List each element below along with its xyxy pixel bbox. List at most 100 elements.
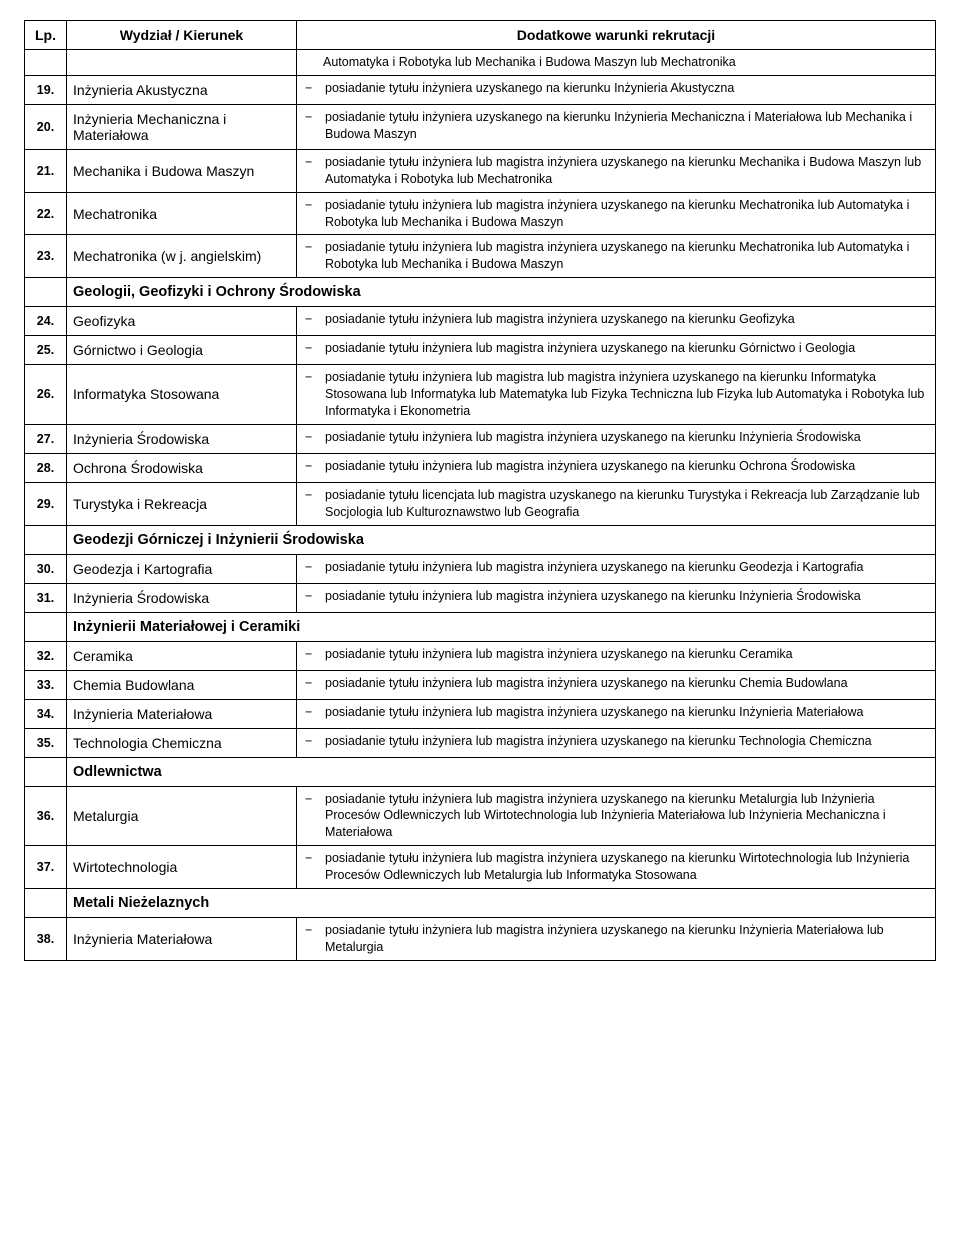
- cell-warunki: −posiadanie tytułu inżyniera lub magistr…: [297, 365, 936, 425]
- cell-warunki: −posiadanie tytułu inżyniera lub magistr…: [297, 453, 936, 482]
- cell-lp-empty: [25, 757, 67, 786]
- warunki-text: posiadanie tytułu inżyniera lub magistra…: [325, 458, 929, 475]
- table-row: 29.Turystyka i Rekreacja−posiadanie tytu…: [25, 482, 936, 525]
- cell-kierunek: Turystyka i Rekreacja: [67, 482, 297, 525]
- cell-warunki: Automatyka i Robotyka lub Mechanika i Bu…: [297, 50, 936, 76]
- cell-warunki: −posiadanie tytułu inżyniera lub magistr…: [297, 336, 936, 365]
- warunki-text: posiadanie tytułu inżyniera uzyskanego n…: [325, 109, 929, 143]
- cell-lp: 38.: [25, 917, 67, 960]
- cell-warunki: −posiadanie tytułu inżyniera lub magistr…: [297, 554, 936, 583]
- table-row: 36.Metalurgia−posiadanie tytułu inżynier…: [25, 786, 936, 846]
- cell-lp-empty: [25, 525, 67, 554]
- dash-icon: −: [303, 340, 325, 357]
- warunki-text: posiadanie tytułu inżyniera lub magistra…: [325, 646, 929, 663]
- cell-kierunek: Inżynieria Mechaniczna i Materiałowa: [67, 104, 297, 149]
- cell-kierunek: Mechatronika (w j. angielskim): [67, 235, 297, 278]
- cell-lp: 25.: [25, 336, 67, 365]
- table-row: 38.Inżynieria Materiałowa−posiadanie tyt…: [25, 917, 936, 960]
- cell-lp: 28.: [25, 453, 67, 482]
- cell-warunki: −posiadanie tytułu licencjata lub magist…: [297, 482, 936, 525]
- header-warunki: Dodatkowe warunki rekrutacji: [297, 21, 936, 50]
- table-row: 19.Inżynieria Akustyczna−posiadanie tytu…: [25, 75, 936, 104]
- table-row: 34.Inżynieria Materiałowa−posiadanie tyt…: [25, 699, 936, 728]
- cell-lp: 22.: [25, 192, 67, 235]
- recruitment-table: Lp. Wydział / Kierunek Dodatkowe warunki…: [24, 20, 936, 961]
- cell-lp-empty: [25, 888, 67, 917]
- warunki-text: posiadanie tytułu inżyniera lub magistra…: [325, 588, 929, 605]
- warunki-text: posiadanie tytułu inżyniera lub magistra…: [325, 850, 929, 884]
- dash-icon: −: [303, 733, 325, 750]
- cell-warunki: −posiadanie tytułu inżyniera lub magistr…: [297, 786, 936, 846]
- table-row: 27.Inżynieria Środowiska−posiadanie tytu…: [25, 424, 936, 453]
- dash-icon: −: [303, 369, 325, 386]
- section-title: Metali Nieżelaznych: [67, 888, 936, 917]
- section-row: Metali Nieżelaznych: [25, 888, 936, 917]
- table-row: 37.Wirtotechnologia−posiadanie tytułu in…: [25, 846, 936, 889]
- carryover-text: Automatyka i Robotyka lub Mechanika i Bu…: [323, 55, 736, 69]
- cell-kierunek: [67, 50, 297, 76]
- cell-kierunek: Inżynieria Środowiska: [67, 583, 297, 612]
- table-row: 25.Górnictwo i Geologia−posiadanie tytuł…: [25, 336, 936, 365]
- warunki-text: posiadanie tytułu inżyniera lub magistra…: [325, 340, 929, 357]
- dash-icon: −: [303, 109, 325, 126]
- cell-warunki: −posiadanie tytułu inżyniera lub magistr…: [297, 235, 936, 278]
- cell-warunki: −posiadanie tytułu inżyniera lub magistr…: [297, 192, 936, 235]
- dash-icon: −: [303, 429, 325, 446]
- warunki-text: posiadanie tytułu inżyniera lub magistra…: [325, 922, 929, 956]
- cell-lp-empty: [25, 278, 67, 307]
- dash-icon: −: [303, 588, 325, 605]
- dash-icon: −: [303, 791, 325, 808]
- cell-kierunek: Mechanika i Budowa Maszyn: [67, 149, 297, 192]
- cell-kierunek: Inżynieria Materiałowa: [67, 699, 297, 728]
- cell-kierunek: Wirtotechnologia: [67, 846, 297, 889]
- cell-warunki: −posiadanie tytułu inżyniera lub magistr…: [297, 699, 936, 728]
- warunki-text: posiadanie tytułu inżyniera lub magistra…: [325, 559, 929, 576]
- dash-icon: −: [303, 675, 325, 692]
- table-row: 21.Mechanika i Budowa Maszyn−posiadanie …: [25, 149, 936, 192]
- cell-lp: 37.: [25, 846, 67, 889]
- cell-lp: 19.: [25, 75, 67, 104]
- section-title: Inżynierii Materiałowej i Ceramiki: [67, 612, 936, 641]
- cell-warunki: −posiadanie tytułu inżyniera lub magistr…: [297, 728, 936, 757]
- warunki-text: posiadanie tytułu inżyniera lub magistra…: [325, 311, 929, 328]
- dash-icon: −: [303, 559, 325, 576]
- cell-lp: 34.: [25, 699, 67, 728]
- cell-warunki: −posiadanie tytułu inżyniera lub magistr…: [297, 149, 936, 192]
- cell-kierunek: Inżynieria Środowiska: [67, 424, 297, 453]
- dash-icon: −: [303, 646, 325, 663]
- cell-lp: 27.: [25, 424, 67, 453]
- section-title: Odlewnictwa: [67, 757, 936, 786]
- table-row: 31.Inżynieria Środowiska−posiadanie tytu…: [25, 583, 936, 612]
- warunki-text: posiadanie tytułu inżyniera lub magistra…: [325, 369, 929, 420]
- table-row: 24.Geofizyka−posiadanie tytułu inżyniera…: [25, 307, 936, 336]
- section-row: Geodezji Górniczej i Inżynierii Środowis…: [25, 525, 936, 554]
- cell-kierunek: Technologia Chemiczna: [67, 728, 297, 757]
- section-row: Geologii, Geofizyki i Ochrony Środowiska: [25, 278, 936, 307]
- dash-icon: −: [303, 704, 325, 721]
- table-row: 20.Inżynieria Mechaniczna i Materiałowa−…: [25, 104, 936, 149]
- cell-kierunek: Inżynieria Materiałowa: [67, 917, 297, 960]
- cell-kierunek: Geodezja i Kartografia: [67, 554, 297, 583]
- cell-warunki: −posiadanie tytułu inżyniera lub magistr…: [297, 307, 936, 336]
- dash-icon: −: [303, 197, 325, 214]
- cell-lp: 30.: [25, 554, 67, 583]
- cell-kierunek: Chemia Budowlana: [67, 670, 297, 699]
- cell-lp: 32.: [25, 641, 67, 670]
- table-row: 32.Ceramika−posiadanie tytułu inżyniera …: [25, 641, 936, 670]
- cell-lp: 20.: [25, 104, 67, 149]
- table-header-row: Lp. Wydział / Kierunek Dodatkowe warunki…: [25, 21, 936, 50]
- dash-icon: −: [303, 487, 325, 504]
- warunki-text: posiadanie tytułu inżyniera lub magistra…: [325, 429, 929, 446]
- cell-warunki: −posiadanie tytułu inżyniera lub magistr…: [297, 583, 936, 612]
- cell-kierunek: Ceramika: [67, 641, 297, 670]
- section-title: Geologii, Geofizyki i Ochrony Środowiska: [67, 278, 936, 307]
- cell-warunki: −posiadanie tytułu inżyniera uzyskanego …: [297, 104, 936, 149]
- dash-icon: −: [303, 80, 325, 97]
- cell-kierunek: Mechatronika: [67, 192, 297, 235]
- cell-kierunek: Ochrona Środowiska: [67, 453, 297, 482]
- cell-warunki: −posiadanie tytułu inżyniera lub magistr…: [297, 670, 936, 699]
- cell-kierunek: Geofizyka: [67, 307, 297, 336]
- cell-warunki: −posiadanie tytułu inżyniera uzyskanego …: [297, 75, 936, 104]
- dash-icon: −: [303, 458, 325, 475]
- table-row: 22.Mechatronika−posiadanie tytułu inżyni…: [25, 192, 936, 235]
